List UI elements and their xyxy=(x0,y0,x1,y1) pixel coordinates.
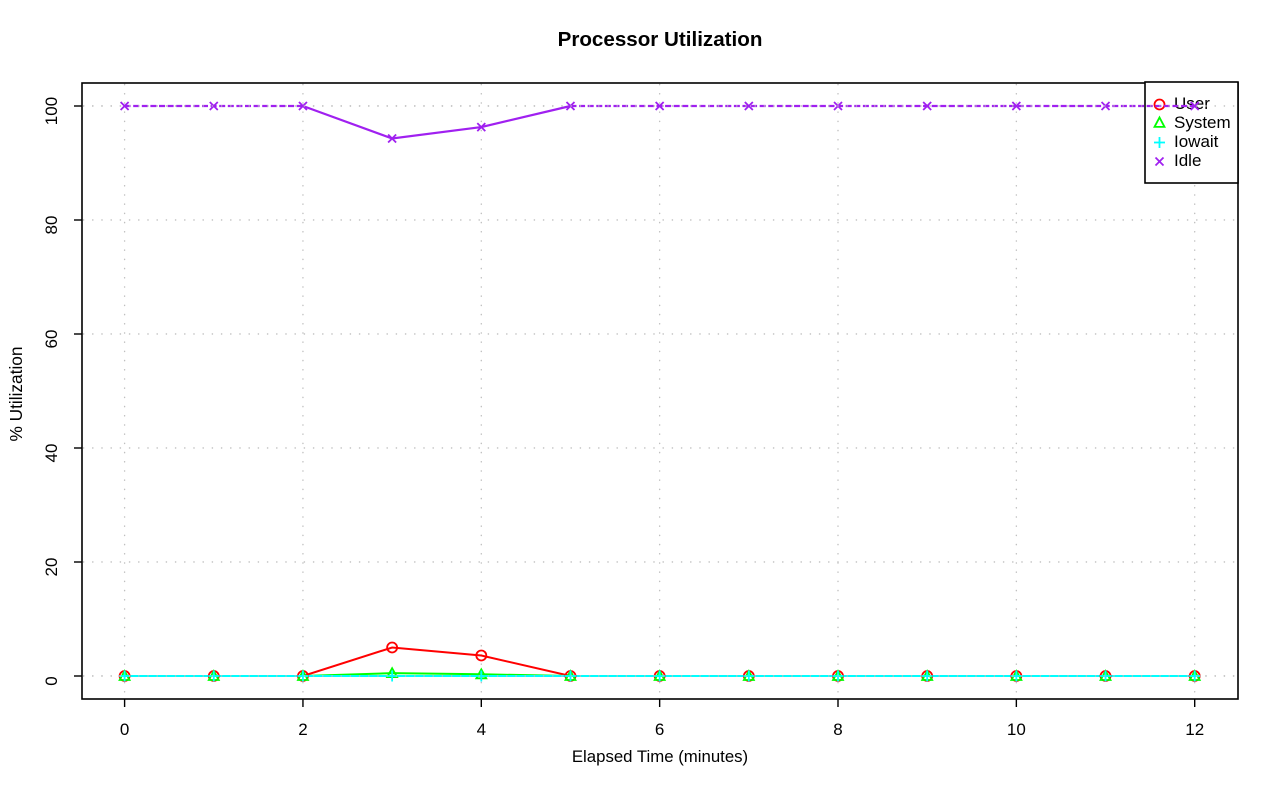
svg-text:Idle: Idle xyxy=(1174,151,1201,170)
svg-text:0: 0 xyxy=(42,676,61,685)
svg-text:Elapsed Time (minutes): Elapsed Time (minutes) xyxy=(572,747,748,766)
svg-text:Iowait: Iowait xyxy=(1174,132,1219,151)
svg-text:4: 4 xyxy=(477,720,486,739)
svg-text:System: System xyxy=(1174,113,1231,132)
svg-text:80: 80 xyxy=(42,216,61,235)
svg-text:0: 0 xyxy=(120,720,129,739)
svg-text:% Utilization: % Utilization xyxy=(6,346,26,441)
svg-text:Processor Utilization: Processor Utilization xyxy=(558,28,763,51)
svg-text:20: 20 xyxy=(42,558,61,577)
svg-text:40: 40 xyxy=(42,444,61,463)
svg-text:8: 8 xyxy=(833,720,842,739)
svg-text:6: 6 xyxy=(655,720,664,739)
svg-text:12: 12 xyxy=(1185,720,1204,739)
svg-text:2: 2 xyxy=(298,720,307,739)
svg-text:10: 10 xyxy=(1007,720,1026,739)
svg-text:60: 60 xyxy=(42,330,61,349)
svg-text:100: 100 xyxy=(42,97,61,125)
